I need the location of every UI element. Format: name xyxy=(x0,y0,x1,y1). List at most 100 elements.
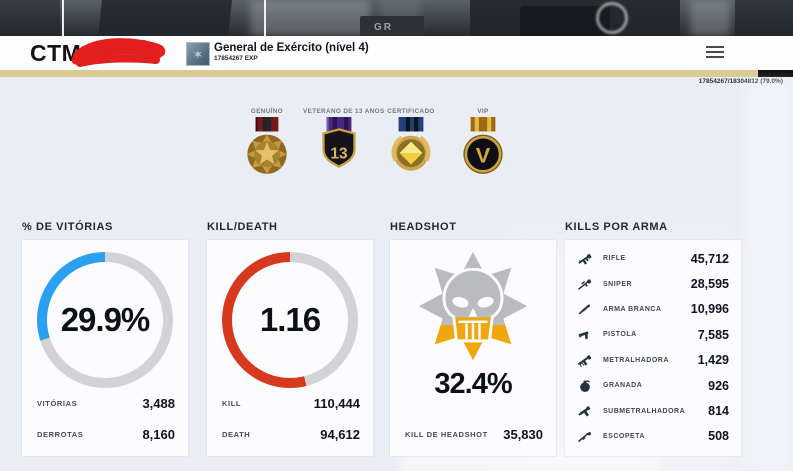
smg-icon xyxy=(577,403,593,419)
headshot-skull-icon xyxy=(418,251,528,361)
badge-vip: VIP V xyxy=(447,108,519,179)
headshot-percent: 32.4% xyxy=(434,368,512,400)
hamburger-menu-icon[interactable] xyxy=(706,46,724,59)
stat-label: DERROTAS xyxy=(37,430,84,439)
weapon-label: RIFLE xyxy=(603,255,626,263)
banner-artwork: GR xyxy=(0,0,793,36)
badges-row: GENUÍNO VETERANO DE 13 ANOS 13 xyxy=(231,108,519,179)
shotgun-icon xyxy=(577,428,593,444)
weapon-row: ESCOPETA 508 xyxy=(565,424,741,449)
weapon-kills: 926 xyxy=(708,378,729,393)
badge-label: VETERANO DE 13 ANOS xyxy=(303,108,385,115)
badge-label: VIP xyxy=(477,108,489,115)
weapon-row: RIFLE 45,712 xyxy=(565,246,741,271)
win-rate-donut-chart: 29.9% xyxy=(37,252,173,388)
win-rate-stats: VITÓRIAS 3,488 DERROTAS 8,160 xyxy=(22,388,188,450)
section-title-kills-por-arma: KILLS POR ARMA xyxy=(565,221,668,233)
stat-value: 94,612 xyxy=(320,427,360,442)
kill-death-ratio: 1.16 xyxy=(259,301,321,338)
rifle-icon xyxy=(577,251,593,267)
vest-patch xyxy=(360,16,424,36)
badge-certificado: CERTIFICADO xyxy=(375,108,447,179)
grenade-icon xyxy=(577,378,593,394)
stat-row: DEATH 94,612 xyxy=(207,419,373,450)
knife-icon xyxy=(577,301,593,317)
rank-exp: 17854267 EXP xyxy=(214,54,258,62)
rank-block: General de Exército (nível 4) 17854267 E… xyxy=(214,42,369,62)
veteran-13-years-medal-icon: 13 xyxy=(322,117,356,168)
win-rate-donut-ring xyxy=(37,252,173,388)
soldier-silhouette xyxy=(735,0,793,36)
weapon-label: GRANADA xyxy=(603,382,643,390)
weapon-kills: 508 xyxy=(708,429,729,444)
stat-value: 3,488 xyxy=(142,396,175,411)
certified-medal-icon xyxy=(391,117,431,171)
crop-rectangle xyxy=(62,0,266,36)
stat-label: DEATH xyxy=(222,430,251,439)
stat-value: 110,444 xyxy=(313,396,360,411)
rank-title: General de Exército (nível 4) xyxy=(214,42,369,54)
badge-veterano-13-anos: VETERANO DE 13 ANOS 13 xyxy=(303,108,385,179)
weapon-kills: 1,429 xyxy=(697,353,729,368)
stat-label: VITÓRIAS xyxy=(37,399,78,408)
machinegun-icon xyxy=(577,352,593,368)
soldier-silhouette xyxy=(0,0,60,36)
stat-row: DERROTAS 8,160 xyxy=(22,419,188,450)
win-rate-percent: 29.9% xyxy=(60,301,151,338)
rank-emblem-icon: ✶ xyxy=(192,46,204,62)
stat-row: VITÓRIAS 3,488 xyxy=(22,388,188,419)
weapon-row: SNIPER 28,595 xyxy=(565,271,741,296)
pistol-icon xyxy=(577,327,593,343)
weapon-kills: 814 xyxy=(708,404,729,419)
kill-death-donut-chart: 1.16 xyxy=(222,252,358,388)
badge-genuino: GENUÍNO xyxy=(231,108,303,179)
weapon-row: GRANADA 926 xyxy=(565,373,741,398)
svg-text:13: 13 xyxy=(330,145,348,162)
kill-death-card: 1.16 KILL 110,444 DEATH 94,612 xyxy=(207,240,373,456)
weapon-label: PISTOLA xyxy=(603,331,637,339)
stat-label: KILL DE HEADSHOT xyxy=(405,430,488,439)
badge-label: CERTIFICADO xyxy=(387,108,435,115)
headshot-card: 32.4% KILL DE HEADSHOT 35,830 xyxy=(390,240,556,456)
redaction-scribble xyxy=(71,38,166,67)
weapon-row: ARMA BRANCA 10,996 xyxy=(565,297,741,322)
weapons-card: RIFLE 45,712 SNIPER 28,595 A xyxy=(565,240,741,456)
genuine-medal-icon xyxy=(247,117,287,174)
vip-medal-icon: V xyxy=(463,117,503,174)
section-title-win-rate: % DE VITÓRIAS xyxy=(22,221,113,233)
weapon-kills: 7,585 xyxy=(697,327,729,342)
header-bar: CTM_ ✶ General de Exército (nível 4) 178… xyxy=(0,36,793,70)
weapon-row: METRALHADORA 1,429 xyxy=(565,348,741,373)
weapon-label: SNIPER xyxy=(603,280,633,288)
stat-row: KILL 110,444 xyxy=(207,388,373,419)
kill-death-donut-ring xyxy=(222,252,358,388)
svg-text:V: V xyxy=(476,142,491,167)
weapon-list: RIFLE 45,712 SNIPER 28,595 A xyxy=(565,240,741,449)
weapon-label: ESCOPETA xyxy=(603,432,645,440)
gr-logo: GR xyxy=(374,22,393,33)
win-rate-card: 29.9% VITÓRIAS 3,488 DERROTAS 8,160 xyxy=(22,240,188,456)
exp-progress-bar xyxy=(0,70,793,77)
section-title-kill-death: KILL/DEATH xyxy=(207,221,278,233)
weapon-kills: 28,595 xyxy=(690,277,729,292)
kill-death-stats: KILL 110,444 DEATH 94,612 xyxy=(207,388,373,450)
stat-value: 35,830 xyxy=(503,427,543,442)
headshot-stats: KILL DE HEADSHOT 35,830 xyxy=(390,419,556,450)
weapon-row: PISTOLA 7,585 xyxy=(565,322,741,347)
banner-mist xyxy=(250,0,370,36)
weapon-label: ARMA BRANCA xyxy=(603,305,662,313)
banner-mist xyxy=(690,0,730,36)
soldier-vest xyxy=(520,6,610,36)
background-watermark xyxy=(745,80,793,471)
exp-progress-text: 17854267/18304812 (79.0%) xyxy=(698,78,783,85)
weapon-kills: 45,712 xyxy=(690,251,729,266)
exp-progress-remaining xyxy=(758,70,793,77)
weapon-row: SUBMETRALHADORA 814 xyxy=(565,398,741,423)
rank-icon: ✶ xyxy=(186,42,210,66)
stat-value: 8,160 xyxy=(142,427,175,442)
sniper-icon xyxy=(577,276,593,292)
section-title-headshot: HEADSHOT xyxy=(390,221,457,233)
weapon-kills: 10,996 xyxy=(690,302,729,317)
weapon-label: SUBMETRALHADORA xyxy=(603,407,686,415)
